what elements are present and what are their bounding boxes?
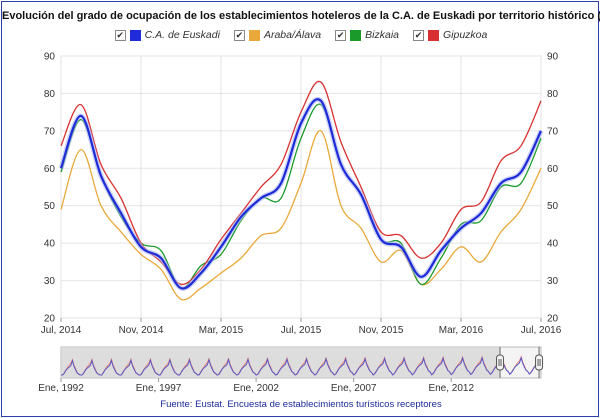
navigator-handle-left[interactable] xyxy=(496,354,505,371)
y-tick-label-right: 40 xyxy=(547,239,559,250)
legend-label: Araba/Álava xyxy=(263,29,322,41)
legend-item-3[interactable]: ✔ Bizkaia xyxy=(335,29,399,41)
legend-swatch xyxy=(129,29,141,41)
y-tick-label-right: 70 xyxy=(547,126,559,137)
y-tick-label-left: 20 xyxy=(44,314,56,325)
series-line-2[interactable] xyxy=(60,130,542,301)
y-tick-label-right: 30 xyxy=(547,276,559,287)
y-tick-label-left: 40 xyxy=(44,239,56,250)
y-tick-label-right: 90 xyxy=(547,52,559,63)
y-tick-label-left: 30 xyxy=(44,276,56,287)
legend-label: C.A. de Euskadi xyxy=(144,29,220,41)
legend-item-4[interactable]: ✔ Gipuzkoa xyxy=(413,29,487,41)
x-tick-label: Mar, 2016 xyxy=(439,325,484,336)
legend-checkbox[interactable]: ✔ xyxy=(335,29,347,41)
navigator-handle-right[interactable] xyxy=(535,354,544,371)
navigator-tick-label: Ene, 1997 xyxy=(136,383,182,394)
chart-title: Evolución del grado de ocupación de los … xyxy=(2,10,600,22)
x-tick-label: Mar, 2015 xyxy=(199,325,244,336)
legend-swatch xyxy=(248,29,260,41)
navigator-tick-label: Ene, 2002 xyxy=(233,383,279,394)
x-tick-label: Nov, 2014 xyxy=(119,325,164,336)
y-tick-label-right: 20 xyxy=(547,314,559,325)
series-line-1[interactable] xyxy=(59,98,542,290)
legend-label: Gipuzkoa xyxy=(443,29,488,41)
y-tick-label-right: 50 xyxy=(547,201,559,212)
y-tick-label-left: 70 xyxy=(44,126,56,137)
x-tick-label: Jul, 2016 xyxy=(521,325,562,336)
navigator-series-blue xyxy=(61,356,542,376)
legend-label: Bizkaia xyxy=(365,29,399,41)
navigator-tick-label: Ene, 2007 xyxy=(331,383,377,394)
y-tick-label-right: 60 xyxy=(547,164,559,175)
y-tick-label-right: 80 xyxy=(547,89,559,100)
x-tick-label: Jul, 2015 xyxy=(281,325,322,336)
x-tick-label: Jul, 2014 xyxy=(41,325,82,336)
y-tick-label-left: 50 xyxy=(44,201,56,212)
y-tick-label-left: 90 xyxy=(44,52,56,63)
legend-item-2[interactable]: ✔ Araba/Álava xyxy=(233,29,322,41)
y-tick-label-left: 60 xyxy=(44,164,56,175)
legend-checkbox[interactable]: ✔ xyxy=(233,29,245,41)
navigator-tick-label: Ene, 2012 xyxy=(428,383,474,394)
legend-item-1[interactable]: ✔ C.A. de Euskadi xyxy=(114,29,220,41)
y-tick-label-left: 80 xyxy=(44,89,56,100)
x-tick-label: Nov, 2015 xyxy=(359,325,404,336)
legend-swatch xyxy=(428,29,439,41)
navigator-mask xyxy=(61,347,501,378)
legend-checkbox[interactable]: ✔ xyxy=(413,29,424,41)
navigator-tick-label: Ene, 1992 xyxy=(38,383,84,394)
legend-swatch xyxy=(350,29,362,41)
legend-checkbox[interactable]: ✔ xyxy=(114,29,126,41)
source-note: Fuente: Eustat. Encuesta de establecimie… xyxy=(160,399,442,410)
chart-legend: ✔ C.A. de Euskadi ✔ Araba/Álava ✔ Bizkaia ✔ Gip… xyxy=(2,29,600,41)
